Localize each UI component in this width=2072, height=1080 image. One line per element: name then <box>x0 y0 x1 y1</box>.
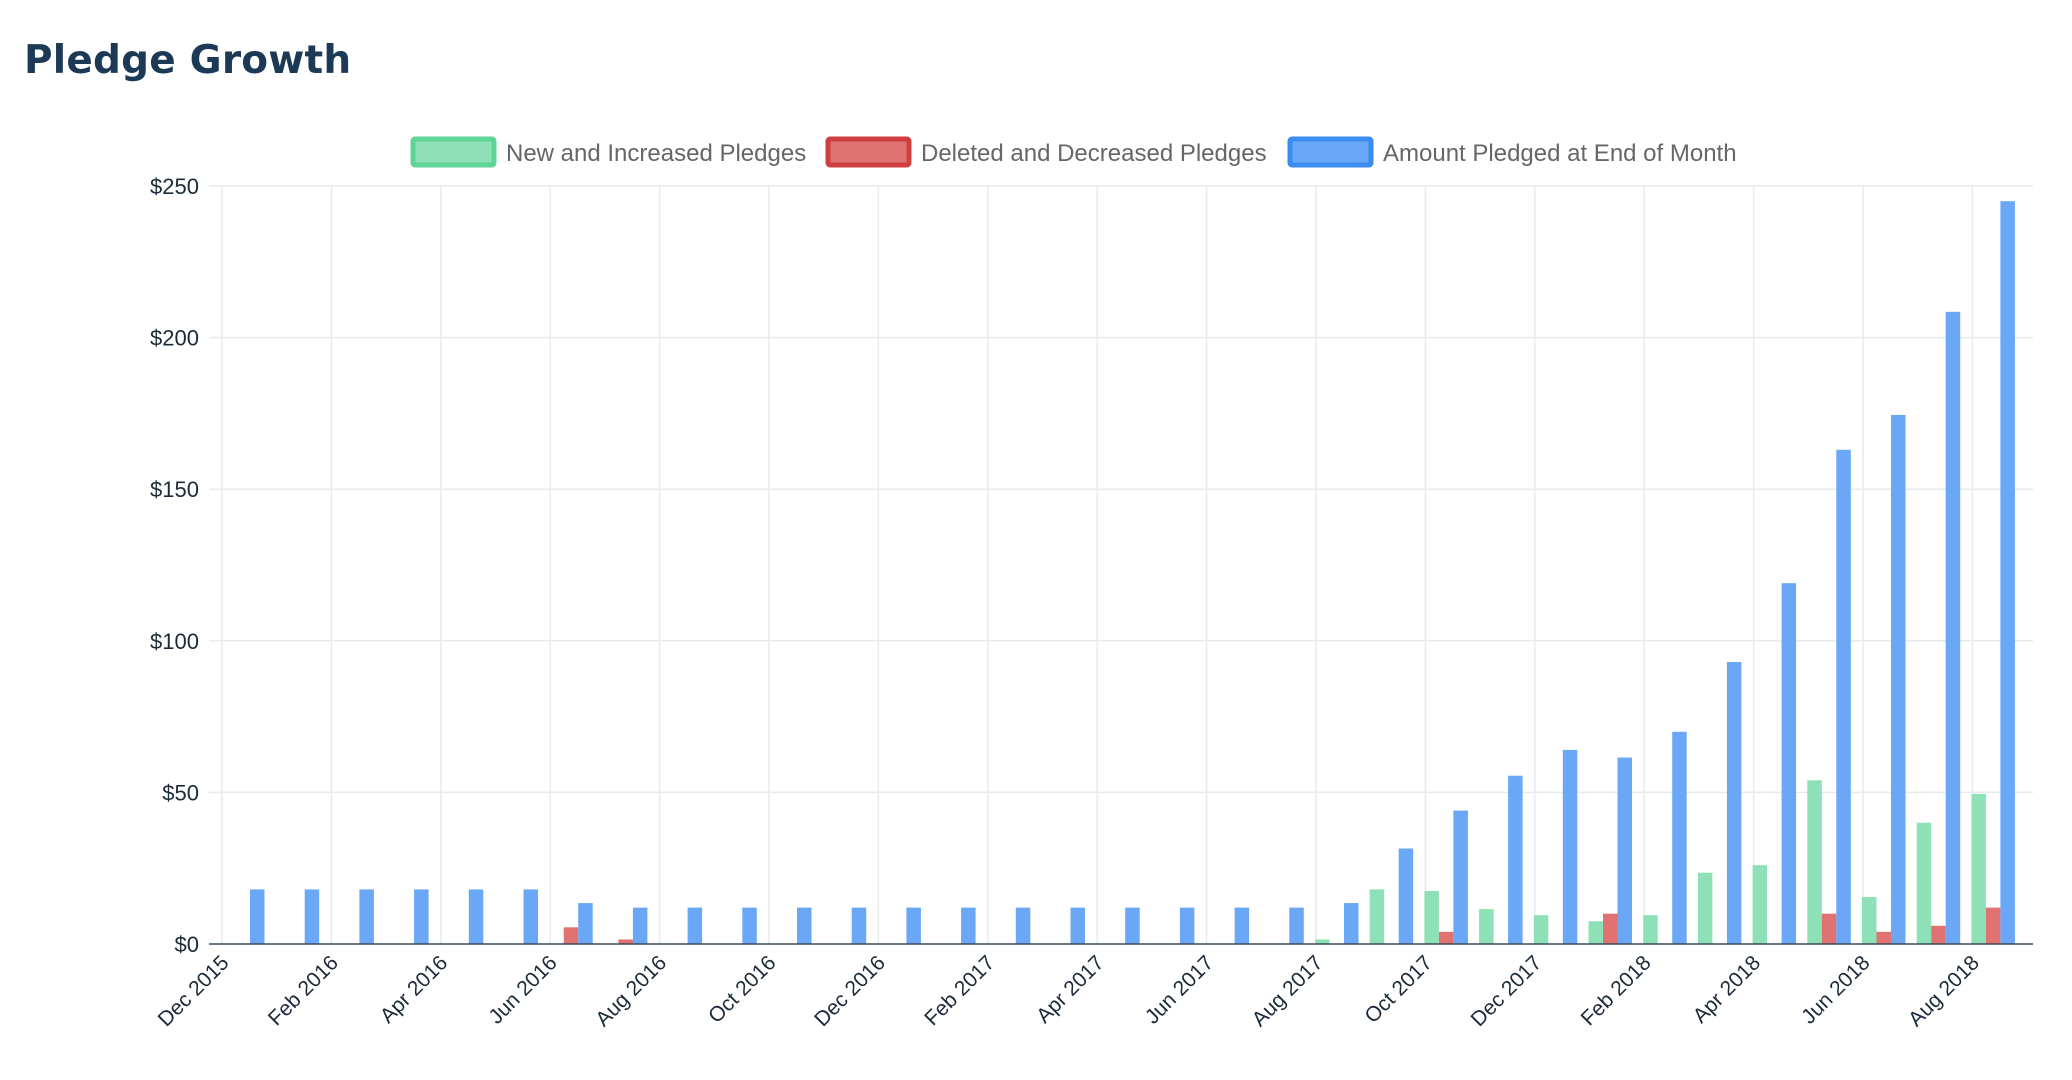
bar-new[interactable] <box>1697 872 1713 944</box>
x-tick-label: Aug 2018 <box>1904 951 1984 1031</box>
bar-amount[interactable] <box>1344 903 1359 944</box>
bar-amount[interactable] <box>1781 583 1797 944</box>
bar-amount[interactable] <box>1945 311 1961 944</box>
bar-amount[interactable] <box>250 889 265 944</box>
x-tick-label: Apr 2018 <box>1689 951 1766 1028</box>
bar-amount[interactable] <box>961 907 976 944</box>
bar-amount[interactable] <box>851 907 867 944</box>
y-tick-label: $250 <box>150 174 199 199</box>
bar-amount[interactable] <box>742 907 757 944</box>
bar-amount[interactable] <box>1015 907 1031 944</box>
bar-amount[interactable] <box>468 889 484 944</box>
x-tick-label: Apr 2016 <box>376 951 453 1028</box>
y-axis-ticks: $0 $50 $100 $150 $200 $250 <box>150 174 199 957</box>
x-tick-label: Jun 2017 <box>1141 951 1218 1028</box>
bar-amount[interactable] <box>1726 662 1742 944</box>
y-tick-label: $0 <box>175 932 199 957</box>
legend-item-amount[interactable]: Amount Pledged at End of Month <box>1287 136 1737 168</box>
bar-amount[interactable] <box>1179 907 1195 944</box>
bar-amount[interactable] <box>523 889 539 944</box>
legend-item-deleted[interactable]: Deleted and Decreased Pledges <box>825 136 1267 168</box>
bar-amount[interactable] <box>1070 907 1086 944</box>
chart-legend: New and Increased Pledges Deleted and De… <box>410 136 1737 168</box>
bar-amount[interactable] <box>1453 810 1468 944</box>
x-tick-label: Aug 2017 <box>1248 951 1328 1031</box>
x-tick-label: Dec 2016 <box>810 951 890 1031</box>
bars <box>250 201 2015 944</box>
y-tick-label: $50 <box>162 780 199 805</box>
bar-new[interactable] <box>1862 897 1877 944</box>
x-tick-label: Oct 2017 <box>1360 951 1437 1028</box>
bar-new[interactable] <box>1315 939 1330 944</box>
x-tick-label: Dec 2015 <box>154 951 234 1031</box>
bar-amount[interactable] <box>906 907 921 944</box>
bar-amount[interactable] <box>1836 449 1851 944</box>
legend-swatch-amount <box>1287 136 1374 168</box>
bar-amount[interactable] <box>359 889 374 944</box>
bar-new[interactable] <box>1971 793 1986 944</box>
bar-new[interactable] <box>1807 780 1822 944</box>
x-tick-label: Dec 2017 <box>1466 951 1546 1031</box>
bar-amount[interactable] <box>632 907 648 944</box>
bar-deleted[interactable] <box>1821 913 1837 944</box>
y-tick-label: $100 <box>150 629 199 654</box>
bar-new[interactable] <box>1424 890 1439 944</box>
legend-label-deleted: Deleted and Decreased Pledges <box>921 140 1267 167</box>
bar-deleted[interactable] <box>618 939 633 944</box>
x-tick-label: Feb 2017 <box>920 951 999 1030</box>
bar-deleted[interactable] <box>1438 931 1454 944</box>
bar-amount[interactable] <box>1508 775 1523 944</box>
bar-amount[interactable] <box>304 889 320 944</box>
bar-amount[interactable] <box>1562 749 1578 944</box>
x-tick-label: Jun 2018 <box>1797 951 1874 1028</box>
bar-new[interactable] <box>1479 909 1494 944</box>
x-tick-label: Feb 2016 <box>264 951 343 1030</box>
legend-label-new: New and Increased Pledges <box>506 140 806 167</box>
bar-amount[interactable] <box>1672 731 1687 944</box>
bar-amount[interactable] <box>1234 907 1250 944</box>
y-tick-label: $150 <box>150 477 199 502</box>
x-axis-ticks: Dec 2015 Feb 2016 Apr 2016 Jun 2016 Aug 2016… <box>154 951 1984 1031</box>
bar-new[interactable] <box>1588 921 1604 944</box>
y-tick-label: $200 <box>150 326 199 351</box>
bar-new[interactable] <box>1916 822 1932 944</box>
x-tick-label: Apr 2017 <box>1032 951 1109 1028</box>
bar-amount[interactable] <box>1398 848 1414 944</box>
x-tick-label: Aug 2016 <box>591 951 671 1031</box>
bar-new[interactable] <box>1643 915 1658 944</box>
legend-swatch-new <box>410 136 497 168</box>
bar-deleted[interactable] <box>1985 907 2001 944</box>
bar-amount[interactable] <box>578 903 593 944</box>
bar-new[interactable] <box>1752 865 1768 944</box>
bar-amount[interactable] <box>1891 414 1906 944</box>
bar-amount[interactable] <box>2000 201 2015 944</box>
bar-new[interactable] <box>1533 915 1549 944</box>
legend-swatch-deleted <box>825 136 912 168</box>
bar-amount[interactable] <box>414 889 429 944</box>
x-tick-label: Feb 2018 <box>1577 951 1656 1030</box>
bar-amount[interactable] <box>1125 907 1140 944</box>
bar-amount[interactable] <box>797 907 812 944</box>
gridlines <box>209 185 2033 944</box>
bar-deleted[interactable] <box>1876 931 1892 944</box>
legend-label-amount: Amount Pledged at End of Month <box>1383 140 1737 167</box>
bar-amount[interactable] <box>1617 757 1633 944</box>
page-title: Pledge Growth <box>24 38 352 83</box>
bar-amount[interactable] <box>687 907 703 944</box>
bar-deleted[interactable] <box>1603 913 1618 944</box>
legend-item-new[interactable]: New and Increased Pledges <box>410 136 806 168</box>
x-tick-label: Oct 2016 <box>704 951 781 1028</box>
bar-new[interactable] <box>1369 889 1385 944</box>
bar-amount[interactable] <box>1289 907 1304 944</box>
x-tick-label: Jun 2016 <box>484 951 561 1028</box>
bar-deleted[interactable] <box>1931 925 1946 944</box>
bar-deleted[interactable] <box>563 927 579 944</box>
